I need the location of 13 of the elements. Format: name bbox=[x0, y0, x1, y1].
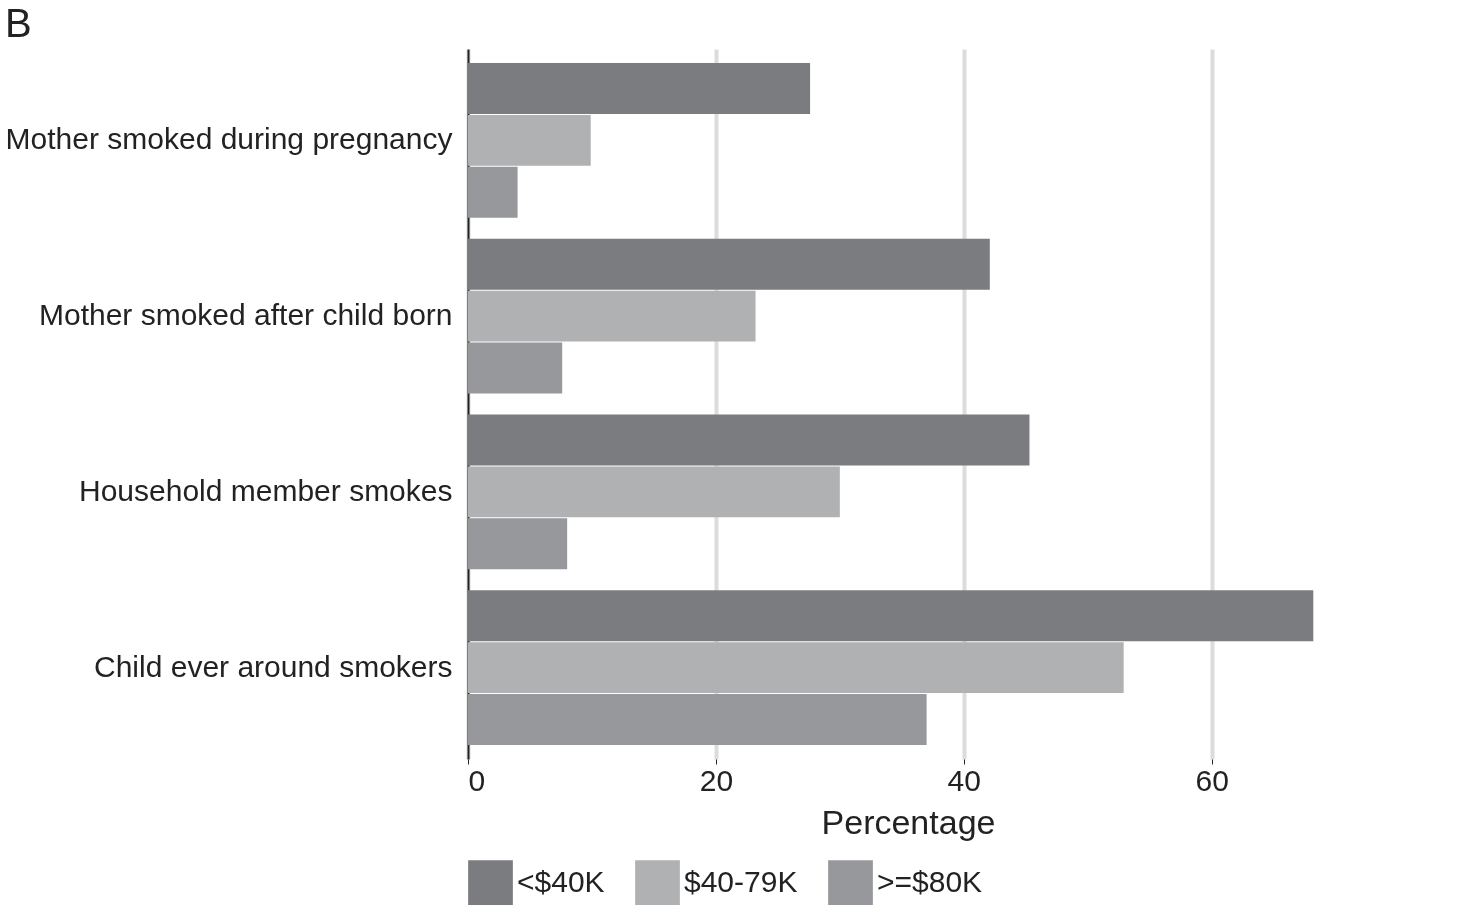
legend-label: >=$80K bbox=[877, 864, 983, 898]
y-tick-label: Household member smokes bbox=[79, 473, 453, 507]
legend-label: <$40K bbox=[517, 864, 605, 898]
y-tick-label: Child ever around smokers bbox=[94, 649, 453, 683]
legend-label: $40-79K bbox=[684, 864, 798, 898]
x-tick-label: 40 bbox=[947, 763, 981, 797]
x-tick-label: 0 bbox=[468, 763, 486, 797]
y-tick-label: Mother smoked during pregnancy bbox=[5, 122, 453, 156]
x-axis-title: Percentage bbox=[821, 802, 996, 841]
x-tick-label: 20 bbox=[699, 763, 734, 797]
y-tick-label: Mother smoked after child born bbox=[38, 298, 453, 332]
x-tick-label: 60 bbox=[1195, 763, 1229, 797]
text: B bbox=[5, 1, 32, 45]
